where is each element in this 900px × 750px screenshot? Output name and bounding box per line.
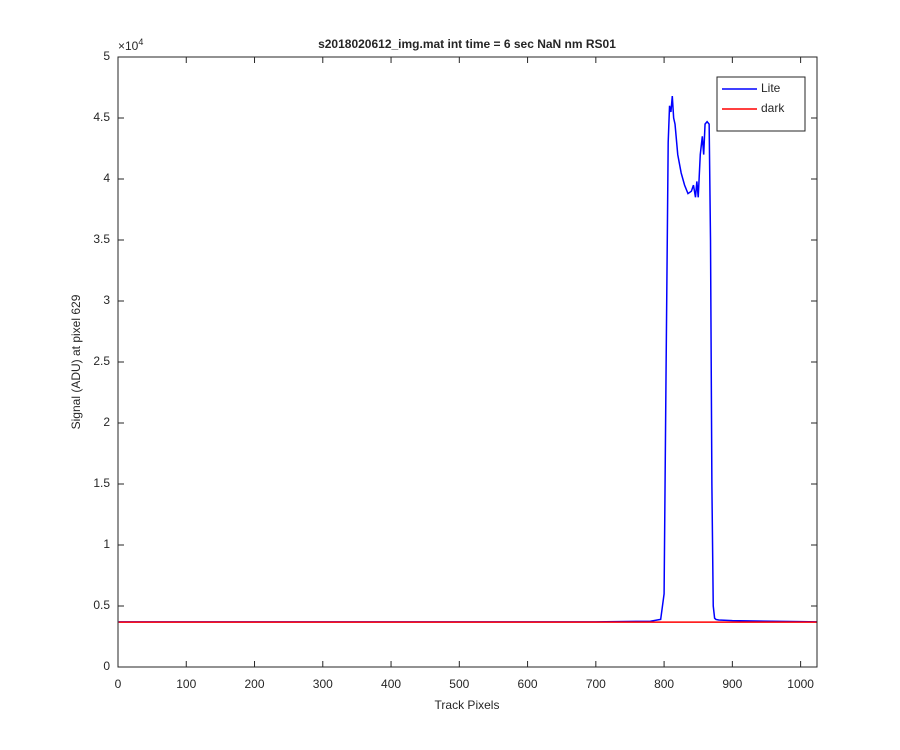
x-tick-label: 300 <box>313 677 333 691</box>
y-tick-label: 5 <box>103 49 110 63</box>
x-tick-label: 0 <box>115 677 122 691</box>
y-axis-label: Signal (ADU) at pixel 629 <box>69 294 83 429</box>
y-tick-label: 3.5 <box>93 232 110 246</box>
y-tick-label: 2 <box>103 415 110 429</box>
axes-box <box>117 56 818 668</box>
x-axis-label: Track Pixels <box>435 698 500 712</box>
y-tick-label: 0.5 <box>93 598 110 612</box>
legend-label: dark <box>761 101 785 115</box>
y-tick-label: 0 <box>103 659 110 673</box>
y-tick-label: 1.5 <box>93 476 110 490</box>
y-multiplier-exponent: 4 <box>138 37 143 47</box>
legend-label: Lite <box>761 81 781 95</box>
x-tick-label: 100 <box>176 677 196 691</box>
x-tick-label: 500 <box>449 677 469 691</box>
legend-box <box>716 76 806 132</box>
x-tick-label: 900 <box>722 677 742 691</box>
x-tick-label: 200 <box>245 677 265 691</box>
y-tick-label: 3 <box>103 293 110 307</box>
chart-title: s2018020612_img.mat int time = 6 sec NaN… <box>318 37 616 51</box>
x-tick-label: 700 <box>586 677 606 691</box>
y-multiplier-base: ×10 <box>118 39 139 53</box>
x-tick-label: 1000 <box>787 677 814 691</box>
y-multiplier: ×104 <box>118 37 143 53</box>
y-tick-label: 4 <box>103 171 110 185</box>
x-tick-label: 600 <box>518 677 538 691</box>
x-tick-label: 400 <box>381 677 401 691</box>
y-tick-label: 4.5 <box>93 110 110 124</box>
x-tick-label: 800 <box>654 677 674 691</box>
y-tick-label: 1 <box>103 537 110 551</box>
legend: Lite dark <box>716 76 806 132</box>
y-tick-label: 2.5 <box>93 354 110 368</box>
